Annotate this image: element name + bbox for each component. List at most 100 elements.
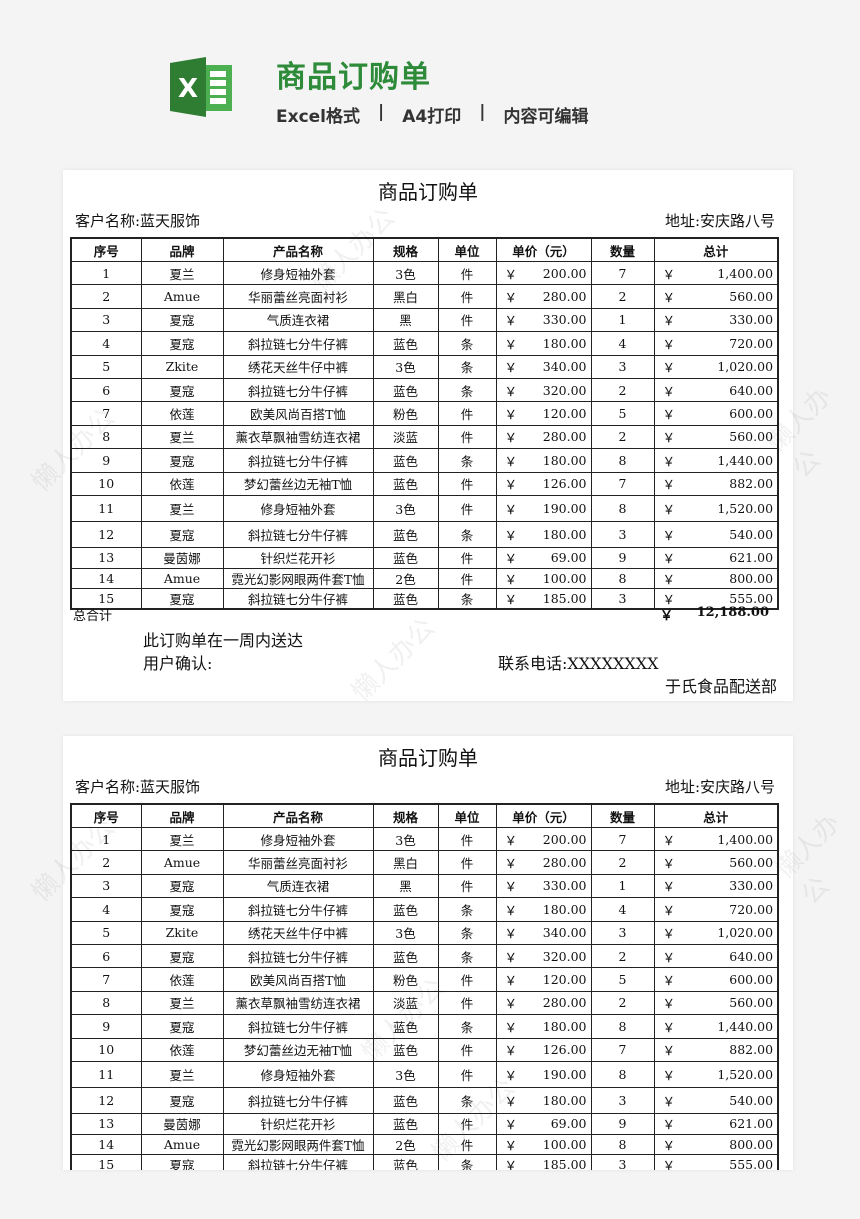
cell-total: 540.00 bbox=[676, 1086, 779, 1114]
cell: 蓝色 bbox=[372, 546, 439, 569]
table-row: 5 Zkite 绣花天丝牛仔中裤 3色条 ￥ 340.00 3 ￥ 1,020.00 bbox=[70, 920, 779, 945]
cell-total: 560.00 bbox=[676, 284, 779, 309]
cell: 3 bbox=[590, 587, 655, 610]
currency-symbol: ￥ bbox=[653, 943, 677, 969]
cell-total: 1,400.00 bbox=[676, 260, 779, 286]
currency-symbol: ￥ bbox=[495, 401, 518, 426]
cell: 条 bbox=[437, 943, 497, 969]
currency-symbol: ￥ bbox=[495, 448, 518, 473]
cell: 夏兰 bbox=[140, 826, 224, 852]
cell-total: 555.00 bbox=[676, 1153, 779, 1170]
cell: 蓝色 bbox=[372, 1014, 439, 1039]
cell: 夏寇 bbox=[140, 331, 224, 356]
cell: 绣花天丝牛仔中裤 bbox=[222, 354, 374, 379]
cell: 修身短袖外套 bbox=[222, 1060, 374, 1088]
currency-symbol: ￥ bbox=[495, 1060, 518, 1088]
currency-symbol: ￥ bbox=[653, 873, 677, 899]
cell: 件 bbox=[437, 990, 497, 1016]
order-table: 序号 品牌 产品名称 规格 单位 单价（元） 数量 总计 1 夏兰 修身短袖外套 3色件 ￥ 200.00… bbox=[70, 237, 780, 610]
cell: 夏寇 bbox=[140, 943, 224, 969]
cell: 13 bbox=[70, 546, 142, 569]
currency-symbol: ￥ bbox=[495, 567, 518, 589]
cell: 条 bbox=[437, 520, 497, 548]
cell: 蓝色 bbox=[372, 943, 439, 969]
currency-symbol: ￥ bbox=[495, 424, 518, 450]
cell-unit-price: 280.00 bbox=[518, 424, 592, 450]
cell: 依莲 bbox=[140, 1037, 224, 1062]
cell-total: 882.00 bbox=[676, 471, 779, 496]
cell-total: 540.00 bbox=[676, 520, 779, 548]
cell-total: 1,020.00 bbox=[676, 354, 779, 379]
cell-total: 1,440.00 bbox=[676, 1014, 779, 1039]
table-row: 15 夏寇 斜拉链七分牛仔裤 蓝色条 ￥ 185.00 3 ￥ 555.00 bbox=[70, 1153, 779, 1170]
currency-symbol: ￥ bbox=[660, 609, 674, 624]
cell: 夏寇 bbox=[140, 1014, 224, 1039]
cell: 3色 bbox=[372, 354, 439, 379]
cell: 黑白 bbox=[372, 850, 439, 875]
cell: 条 bbox=[437, 331, 497, 356]
currency-symbol: ￥ bbox=[495, 920, 518, 945]
cell: 条 bbox=[437, 897, 497, 922]
cell: 13 bbox=[70, 1112, 142, 1135]
cell-unit-price: 120.00 bbox=[518, 401, 592, 426]
cell: 10 bbox=[70, 1037, 142, 1062]
grand-total-value: 12,188.00 bbox=[696, 605, 769, 620]
currency-symbol: ￥ bbox=[653, 377, 677, 403]
cell: 夏寇 bbox=[140, 448, 224, 473]
table-row: 14 Amue 霓光幻影网眼两件套T恤 2色件 ￥ 100.00 8 ￥ 800.00 bbox=[70, 567, 779, 589]
cell: 件 bbox=[437, 1037, 497, 1062]
table-row: 1 夏兰 修身短袖外套 3色件 ￥ 200.00 7 ￥ 1,400.00 bbox=[70, 260, 779, 286]
cell: 2 bbox=[590, 850, 655, 875]
table-row: 9 夏寇 斜拉链七分牛仔裤 蓝色条 ￥ 180.00 8 ￥ 1,440.00 bbox=[70, 448, 779, 473]
cell-total: 720.00 bbox=[676, 331, 779, 356]
cell-unit-price: 200.00 bbox=[518, 826, 592, 852]
currency-symbol: ￥ bbox=[653, 1086, 677, 1114]
cell: 修身短袖外套 bbox=[222, 826, 374, 852]
cell: 8 bbox=[70, 990, 142, 1016]
cell: 3 bbox=[590, 1086, 655, 1114]
cell: 件 bbox=[437, 546, 497, 569]
cell: Amue bbox=[140, 1133, 224, 1155]
table-row: 1 夏兰 修身短袖外套 3色件 ￥ 200.00 7 ￥ 1,400.00 bbox=[70, 826, 779, 852]
currency-symbol: ￥ bbox=[653, 520, 677, 548]
cell-unit-price: 340.00 bbox=[518, 920, 592, 945]
cell-unit-price: 185.00 bbox=[518, 587, 592, 610]
cell: 件 bbox=[437, 1112, 497, 1135]
excel-logo-icon: X bbox=[170, 57, 232, 117]
currency-symbol: ￥ bbox=[495, 471, 518, 496]
cell: 夏兰 bbox=[140, 424, 224, 450]
cell: 7 bbox=[590, 260, 655, 286]
currency-symbol: ￥ bbox=[653, 284, 677, 309]
cell: 针织烂花开衫 bbox=[222, 546, 374, 569]
currency-symbol: ￥ bbox=[653, 354, 677, 379]
cell: 蓝色 bbox=[372, 897, 439, 922]
cell: 6 bbox=[70, 377, 142, 403]
cell: 4 bbox=[70, 897, 142, 922]
currency-symbol: ￥ bbox=[653, 1112, 677, 1135]
cell: 蓝色 bbox=[372, 1112, 439, 1135]
cell: 8 bbox=[70, 424, 142, 450]
cell-total: 640.00 bbox=[676, 943, 779, 969]
customer-name: 客户名称:蓝天服饰 bbox=[75, 778, 201, 796]
cell: 条 bbox=[437, 448, 497, 473]
cell: Amue bbox=[140, 284, 224, 309]
cell: 10 bbox=[70, 471, 142, 496]
cell: 绣花天丝牛仔中裤 bbox=[222, 920, 374, 945]
cell: 薰衣草飘袖雪纺连衣裙 bbox=[222, 424, 374, 450]
table-header: 序号 品牌 产品名称 规格 单位 单价（元） 数量 总计 bbox=[70, 803, 779, 828]
cell-unit-price: 185.00 bbox=[518, 1153, 592, 1170]
cell: 夏兰 bbox=[140, 990, 224, 1016]
cell: 7 bbox=[590, 471, 655, 496]
cell: 2 bbox=[590, 424, 655, 450]
cell: 9 bbox=[590, 546, 655, 569]
column-header: 产品名称 bbox=[222, 803, 374, 828]
cell: 14 bbox=[70, 1133, 142, 1155]
cell-total: 1,520.00 bbox=[676, 494, 779, 522]
cell-unit-price: 100.00 bbox=[518, 567, 592, 589]
cell-unit-price: 200.00 bbox=[518, 260, 592, 286]
cell: 11 bbox=[70, 1060, 142, 1088]
cell-unit-price: 340.00 bbox=[518, 354, 592, 379]
cell: 斜拉链七分牛仔裤 bbox=[222, 377, 374, 403]
table-row: 12 夏寇 斜拉链七分牛仔裤 蓝色条 ￥ 180.00 3 ￥ 540.00 bbox=[70, 1086, 779, 1114]
cell: 8 bbox=[590, 567, 655, 589]
